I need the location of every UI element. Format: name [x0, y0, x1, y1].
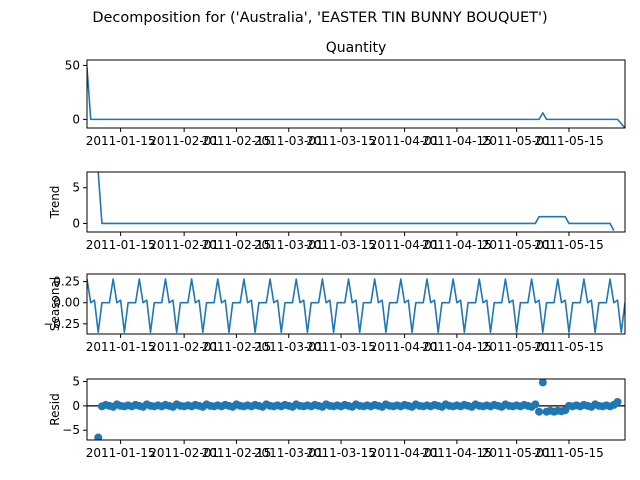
resid-point	[538, 379, 547, 387]
resid-xtick-label: 2011-03-01	[254, 446, 324, 460]
quantity-xtick-label: 2011-03-01	[254, 134, 324, 148]
panel-quantity: 0502011-01-152011-02-012011-02-152011-03…	[65, 40, 626, 148]
seasonal-xtick-label: 2011-01-15	[86, 340, 156, 354]
resid-ytick-label: 0	[72, 399, 80, 413]
seasonal-series-line	[87, 278, 625, 334]
seasonal-ytick-label: 0.25	[53, 275, 80, 289]
quantity-ytick-label: 50	[65, 58, 80, 72]
trend-ytick-label: 0	[72, 216, 80, 230]
resid-point	[535, 407, 544, 416]
trend-ylabel: Trend	[48, 186, 62, 220]
trend-xtick-label: 2011-03-01	[254, 238, 324, 252]
resid-xtick-label: 2011-03-15	[306, 446, 376, 460]
quantity-panel-title: Quantity	[326, 40, 387, 56]
seasonal-xtick-label: 2011-04-15	[422, 340, 492, 354]
seasonal-xtick-label: 2011-04-01	[370, 340, 440, 354]
trend-series-line	[97, 172, 615, 231]
seasonal-ylabel: Seasonal	[48, 277, 62, 331]
quantity-ytick-label: 0	[72, 112, 80, 126]
seasonal-axes-frame	[86, 273, 626, 335]
seasonal-xtick-label: 2011-02-01	[149, 340, 219, 354]
figure-suptitle: Decomposition for ('Australia', 'EASTER …	[92, 10, 547, 26]
quantity-xtick-label: 2011-04-15	[422, 134, 492, 148]
plot-area-trend	[97, 172, 615, 231]
trend-xtick-label: 2011-05-15	[534, 238, 604, 252]
trend-xtick-label: 2011-02-01	[149, 238, 219, 252]
quantity-axes-frame	[86, 59, 626, 129]
trend-xtick-label: 2011-04-15	[422, 238, 492, 252]
plot-area-quantity	[87, 67, 625, 128]
seasonal-xtick-label: 2011-03-01	[254, 340, 324, 354]
panel-trend: 052011-01-152011-02-012011-02-152011-03-…	[48, 171, 626, 252]
quantity-xtick-label: 2011-05-15	[534, 134, 604, 148]
quantity-xtick-label: 2011-05-01	[482, 134, 552, 148]
seasonal-xtick-label: 2011-02-15	[202, 340, 272, 354]
seasonal-ytick-label: 0.00	[53, 296, 80, 310]
quantity-xtick-label: 2011-02-15	[202, 134, 272, 148]
panel-resid: 50−52011-01-152011-02-012011-02-152011-0…	[48, 374, 626, 460]
subplot-panels: 0502011-01-152011-02-012011-02-152011-03…	[43, 40, 626, 460]
resid-xtick-label: 2011-01-15	[86, 446, 156, 460]
resid-xtick-label: 2011-05-01	[482, 446, 552, 460]
quantity-xtick-label: 2011-04-01	[370, 134, 440, 148]
resid-ytick-label: 5	[72, 374, 80, 388]
resid-markers	[94, 379, 622, 440]
trend-xtick-label: 2011-04-01	[370, 238, 440, 252]
quantity-xtick-label: 2011-01-15	[86, 134, 156, 148]
resid-xtick-label: 2011-02-01	[149, 446, 219, 460]
quantity-xtick-label: 2011-02-01	[149, 134, 219, 148]
resid-axes-frame	[86, 378, 626, 441]
plot-area-seasonal	[87, 278, 625, 334]
trend-xtick-label: 2011-01-15	[86, 238, 156, 252]
quantity-series-line	[87, 67, 625, 128]
resid-point	[613, 397, 622, 406]
resid-xtick-label: 2011-04-15	[422, 446, 492, 460]
trend-xtick-label: 2011-05-01	[482, 238, 552, 252]
trend-axes-frame	[86, 171, 626, 233]
resid-ylabel: Resid	[48, 393, 62, 425]
resid-xtick-label: 2011-02-15	[202, 446, 272, 460]
seasonal-xtick-label: 2011-05-01	[482, 340, 552, 354]
seasonal-xtick-label: 2011-03-15	[306, 340, 376, 354]
trend-ytick-label: 5	[72, 181, 80, 195]
seasonal-ytick-label: −0.25	[43, 317, 80, 331]
resid-point	[94, 433, 103, 440]
resid-point	[531, 400, 540, 409]
panel-seasonal: 0.25 0.00 −0.25 2011-01-152011-02-012011-02…	[43, 273, 626, 354]
plot-area-resid	[87, 379, 625, 440]
trend-xtick-label: 2011-02-15	[202, 238, 272, 252]
seasonal-xtick-label: 2011-05-15	[534, 340, 604, 354]
quantity-xtick-label: 2011-03-15	[306, 134, 376, 148]
trend-xtick-label: 2011-03-15	[306, 238, 376, 252]
resid-xtick-label: 2011-04-01	[370, 446, 440, 460]
resid-ytick-label: −5	[62, 423, 80, 437]
resid-xtick-label: 2011-05-15	[534, 446, 604, 460]
